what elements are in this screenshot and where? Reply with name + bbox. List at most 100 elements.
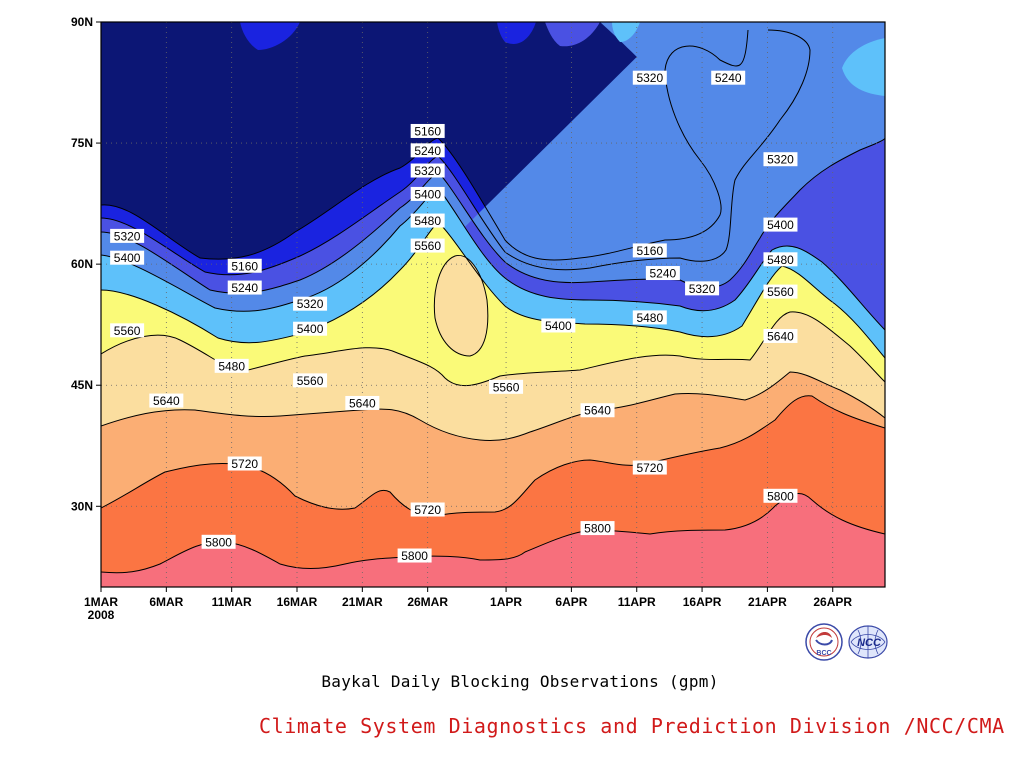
contour-label-box bbox=[763, 284, 798, 299]
contour-label: 5800 bbox=[397, 548, 432, 563]
contour-label-box bbox=[410, 238, 445, 253]
contour-label-box bbox=[293, 296, 328, 311]
band-5240-5320-topleft bbox=[545, 22, 600, 47]
contour-label-text: 5800 bbox=[584, 522, 611, 536]
contour-labels: 5320 5400 5560 5160 5240 5480 5640 5720 5800 5320… bbox=[110, 70, 798, 563]
contour-label-text: 5560 bbox=[414, 239, 441, 253]
contour-label-box bbox=[632, 243, 667, 258]
contour-label-text: 5400 bbox=[297, 322, 324, 336]
contour-label-text: 5240 bbox=[414, 144, 441, 158]
contour-label-text: 5800 bbox=[205, 535, 232, 549]
contour-label-text: 5240 bbox=[715, 71, 742, 85]
y-tick-label: 75N bbox=[71, 136, 93, 150]
contour-label-text: 5560 bbox=[767, 285, 794, 299]
contour-label-box bbox=[632, 70, 667, 85]
contour-label-box bbox=[580, 521, 615, 536]
contour-label: 5640 bbox=[763, 328, 798, 343]
contour-label-text: 5320 bbox=[767, 153, 794, 167]
bcc-logo: BCC bbox=[805, 623, 843, 661]
band-5160-5240-top-b bbox=[497, 22, 536, 44]
contour-label-text: 5640 bbox=[584, 404, 611, 418]
y-tick-label: 90N bbox=[71, 15, 93, 29]
contour-label-box bbox=[410, 502, 445, 517]
contour-label-text: 5400 bbox=[114, 251, 141, 265]
contour-label: 5400 bbox=[541, 318, 576, 333]
contour-label: 5320 bbox=[110, 228, 145, 243]
contour-label: 5480 bbox=[214, 358, 249, 373]
contour-label-text: 5400 bbox=[767, 218, 794, 232]
plot-frame bbox=[100, 21, 886, 588]
contour-label: 5320 bbox=[632, 70, 667, 85]
contour-label-text: 5480 bbox=[218, 359, 245, 373]
contour-label-text: 5400 bbox=[414, 187, 441, 201]
contour-label-text: 5240 bbox=[650, 267, 677, 281]
x-year-label: 2008 bbox=[88, 608, 115, 622]
y-tick-label: 45N bbox=[71, 378, 93, 392]
x-tick-label: 6MAR bbox=[149, 595, 183, 609]
x-tick-label: 16MAR bbox=[277, 595, 318, 609]
contour-label-text: 5640 bbox=[153, 394, 180, 408]
x-tick-label: 11MAR bbox=[212, 595, 252, 609]
contour-line-5160 bbox=[101, 29, 749, 261]
contour-label-text: 5320 bbox=[114, 229, 141, 243]
contour-label-text: 5320 bbox=[414, 164, 441, 178]
contour-label-box bbox=[410, 143, 445, 158]
contour-line-5320 bbox=[101, 137, 885, 294]
contour-label-text: 5560 bbox=[114, 324, 141, 338]
contour-label-box bbox=[763, 152, 798, 167]
y-tick-label: 30N bbox=[71, 499, 93, 513]
credit-line: Climate System Diagnostics and Predictio… bbox=[259, 714, 1005, 738]
contour-label-box bbox=[763, 328, 798, 343]
x-axis: 1MAR 6MAR 11MAR 16MAR 21MAR 26MAR 1APR 6APR 11AP… bbox=[84, 587, 852, 622]
x-tick-label: 1APR bbox=[490, 595, 522, 609]
contour-label: 5800 bbox=[580, 521, 615, 536]
contour-label-text: 5160 bbox=[636, 244, 663, 258]
contour-label-text: 5320 bbox=[689, 282, 716, 296]
band-5160-5240-top-a bbox=[240, 22, 300, 50]
contour-label: 5320 bbox=[293, 296, 328, 311]
band-5320-5400 bbox=[101, 22, 885, 587]
x-tick-label: 26APR bbox=[813, 595, 852, 609]
contour-label-text: 5800 bbox=[767, 489, 794, 503]
contour-label-box bbox=[410, 163, 445, 178]
contour-label-box bbox=[632, 460, 667, 475]
contour-label: 5560 bbox=[293, 373, 328, 388]
contour-label-text: 5320 bbox=[636, 71, 663, 85]
contour-label: 5720 bbox=[632, 460, 667, 475]
contour-label: 5320 bbox=[685, 281, 720, 296]
contour-label-box bbox=[293, 321, 328, 336]
band-above-5800 bbox=[101, 493, 885, 587]
chart-title: Baykal Daily Blocking Observations (gpm) bbox=[321, 672, 719, 691]
contour-label: 5320 bbox=[410, 163, 445, 178]
contour-label: 5240 bbox=[711, 70, 746, 85]
x-tick-label: 1MAR bbox=[84, 595, 118, 609]
contour-label-box bbox=[227, 258, 262, 273]
contour-label: 5640 bbox=[149, 393, 184, 408]
contour-label: 5400 bbox=[410, 186, 445, 201]
contour-label: 5640 bbox=[345, 395, 380, 410]
contour-label: 5800 bbox=[201, 534, 236, 549]
contour-label-box bbox=[410, 123, 445, 138]
contour-label: 5560 bbox=[410, 238, 445, 253]
contour-label-box bbox=[149, 393, 184, 408]
band-5560-5640-blob bbox=[434, 255, 488, 356]
contour-label-box bbox=[293, 373, 328, 388]
contour-label-text: 5560 bbox=[297, 374, 324, 388]
contour-label-text: 5480 bbox=[636, 311, 663, 325]
contour-label-box bbox=[763, 217, 798, 232]
contour-label-box bbox=[489, 379, 524, 394]
x-tick-label: 6APR bbox=[555, 595, 587, 609]
contour-label: 5400 bbox=[293, 321, 328, 336]
contour-label: 5800 bbox=[763, 488, 798, 503]
contour-label-text: 5400 bbox=[545, 319, 572, 333]
contour-label: 5560 bbox=[110, 323, 145, 338]
contour-label: 5720 bbox=[410, 502, 445, 517]
x-tick-label: 21APR bbox=[748, 595, 787, 609]
contour-label: 5160 bbox=[410, 123, 445, 138]
contour-label: 5240 bbox=[227, 280, 262, 295]
contour-label: 5480 bbox=[763, 252, 798, 267]
contour-label-box bbox=[632, 310, 667, 325]
contour-label-text: 5480 bbox=[414, 214, 441, 228]
contour-label-box bbox=[580, 403, 615, 418]
